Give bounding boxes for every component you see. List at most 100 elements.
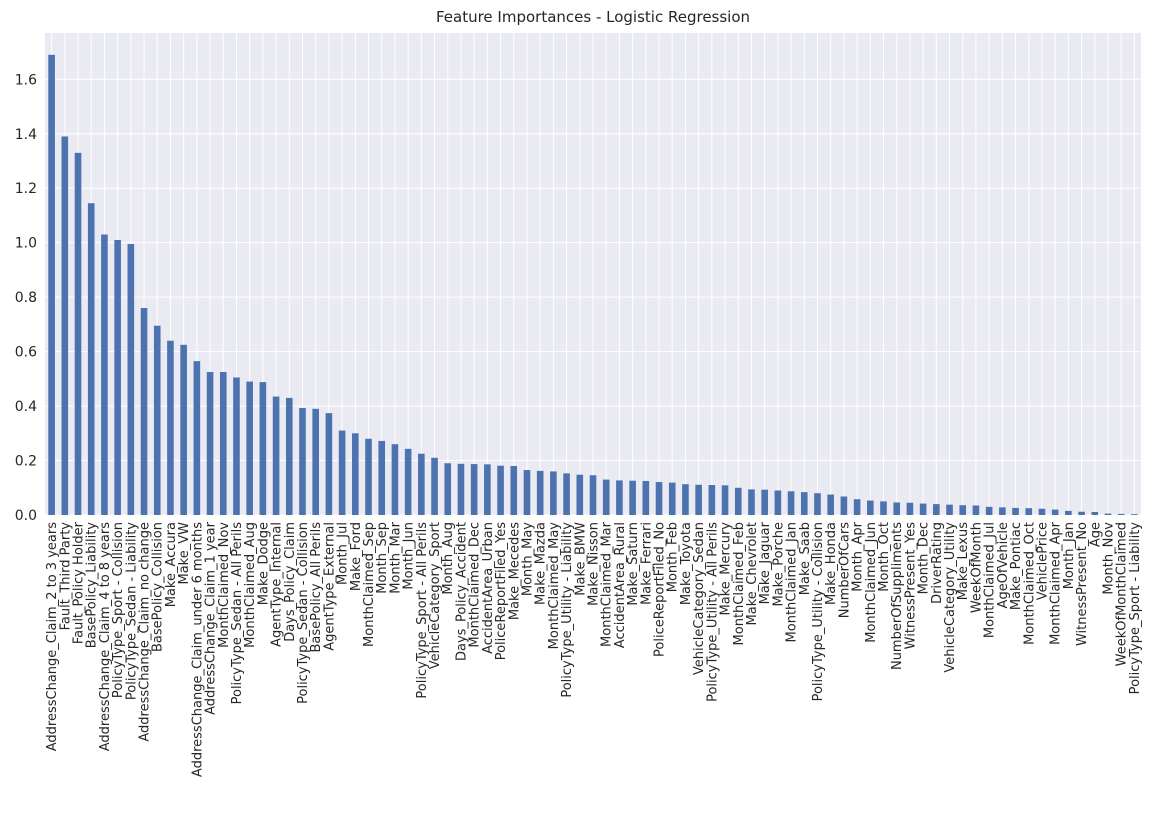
bar bbox=[668, 482, 676, 515]
bar bbox=[404, 448, 412, 515]
x-tick-label: Make_Jaguar bbox=[758, 521, 773, 604]
x-tick-label: PolicyType_Sedan - All Perils bbox=[230, 522, 245, 705]
bar bbox=[259, 382, 267, 515]
bar bbox=[655, 482, 663, 515]
y-tick-label: 0.2 bbox=[15, 454, 37, 470]
x-tick-label: Age bbox=[1088, 522, 1103, 547]
bar bbox=[338, 430, 346, 515]
x-tick-label: PolicyType_Utility - All Perils bbox=[705, 522, 720, 702]
bar bbox=[893, 502, 901, 515]
bar bbox=[959, 505, 967, 515]
bar bbox=[127, 244, 135, 515]
x-tick-label: AccidentArea_Rural bbox=[613, 522, 628, 648]
bar bbox=[233, 377, 240, 515]
bar bbox=[761, 489, 768, 515]
x-tick-label: VehicleCategory_Utility bbox=[943, 522, 958, 673]
bar bbox=[800, 492, 808, 515]
x-tick-label: Month_Dec bbox=[917, 522, 932, 594]
x-tick-label: NumberOfCars bbox=[837, 522, 852, 618]
x-tick-label: AgentType_External bbox=[322, 522, 337, 651]
x-axis: AddressChange_Claim_2 to 3 yearsFault_Th… bbox=[45, 521, 1143, 777]
bar bbox=[1038, 508, 1046, 515]
bar bbox=[61, 136, 69, 515]
bar bbox=[867, 500, 874, 515]
x-tick-label: MonthClaimed_Feb bbox=[732, 522, 747, 645]
bar bbox=[114, 239, 121, 515]
x-tick-label: AddressChange_Claim_1 year bbox=[204, 521, 219, 715]
y-tick-label: 0.4 bbox=[15, 399, 37, 415]
x-tick-label: Make_Honda bbox=[824, 522, 839, 605]
x-tick-label: WeekOfMonth bbox=[969, 522, 984, 613]
x-tick-label: BasePolicy_Liability bbox=[85, 522, 100, 649]
x-tick-label: PolicyType_Sport - Liability bbox=[1128, 522, 1143, 695]
x-tick-label: VehiclePrice bbox=[1035, 522, 1050, 600]
x-tick-label: PolicyType_Sport - Collision bbox=[111, 522, 126, 698]
bar bbox=[906, 502, 914, 515]
x-tick-label: Month_Aug bbox=[441, 522, 456, 595]
y-axis: 0.0 0.2 0.4 0.6 0.8 1.0 1.2 1.4 1.6 bbox=[15, 72, 37, 524]
x-tick-label: Make_Toyota bbox=[679, 522, 694, 605]
bar bbox=[695, 484, 702, 515]
x-tick-label: WitnessPresent_Yes bbox=[903, 522, 918, 650]
x-tick-label: BasePolicy_All Perils bbox=[309, 522, 324, 653]
bar bbox=[933, 504, 940, 515]
bar bbox=[1025, 508, 1033, 515]
bar bbox=[1078, 511, 1085, 515]
x-tick-label: AddressChange_Claim_under 6 months bbox=[190, 522, 205, 777]
bar bbox=[774, 490, 782, 515]
bar bbox=[272, 396, 280, 515]
bar bbox=[972, 505, 980, 515]
bar bbox=[1091, 512, 1099, 515]
bar bbox=[470, 464, 478, 515]
x-tick-label: Make_Saturn bbox=[626, 522, 641, 606]
x-tick-label: PoliceReportFiled_Yes bbox=[494, 522, 509, 661]
x-tick-label: NumberOfSuppliments bbox=[890, 522, 905, 670]
bar bbox=[219, 372, 227, 515]
bar bbox=[206, 372, 214, 515]
x-tick-label: MonthClaimed_Jul bbox=[983, 522, 998, 638]
x-tick-label: AccidentArea_Urban bbox=[481, 522, 496, 654]
bar bbox=[523, 470, 531, 515]
bar bbox=[748, 489, 755, 515]
bar bbox=[589, 475, 597, 515]
x-tick-label: BasePolicy_Collision bbox=[151, 522, 166, 652]
bar bbox=[642, 480, 650, 515]
bar bbox=[814, 493, 821, 515]
x-tick-label: Month_Jul bbox=[336, 522, 351, 585]
bar bbox=[1104, 513, 1112, 515]
bar bbox=[999, 507, 1006, 515]
x-tick-label: Fault_Policy Holder bbox=[72, 521, 87, 644]
bar bbox=[563, 473, 570, 515]
x-tick-label: Days_Policy_Accident bbox=[454, 522, 469, 661]
x-tick-label: Make_Chevrolet bbox=[745, 522, 760, 625]
x-tick-label: MonthClaimed_May bbox=[547, 522, 562, 650]
x-tick-label: PolicyType_Sedan - Collision bbox=[296, 522, 311, 704]
bar bbox=[1065, 510, 1072, 515]
x-tick-label: AddressChange_Claim_2 to 3 years bbox=[45, 522, 60, 751]
x-tick-label: Month_Oct bbox=[877, 522, 892, 592]
bar bbox=[1131, 514, 1138, 515]
y-tick-label: 1.4 bbox=[15, 127, 37, 143]
x-tick-label: MonthClaimed_Aug bbox=[243, 522, 258, 648]
bar bbox=[576, 474, 584, 515]
x-tick-label: PoliceReportFiled_No bbox=[653, 522, 668, 657]
x-tick-label: MonthClaimed_Nov bbox=[217, 522, 232, 648]
x-tick-label: PolicyType_Utility - Collision bbox=[811, 522, 826, 701]
x-tick-label: PolicyType_Sedan - Liability bbox=[124, 522, 139, 700]
bar bbox=[74, 152, 82, 515]
x-tick-label: Make_Ford bbox=[349, 522, 364, 591]
bar bbox=[431, 457, 438, 515]
bar bbox=[985, 506, 993, 515]
x-tick-label: AddressChange_Claim_4 to 8 years bbox=[98, 522, 113, 751]
bar bbox=[299, 407, 306, 515]
y-tick-label: 0.6 bbox=[15, 345, 37, 361]
x-tick-label: Make_Pontiac bbox=[1009, 522, 1024, 610]
bar bbox=[140, 308, 148, 515]
bar bbox=[325, 413, 333, 515]
x-tick-label: Month_Jan bbox=[1062, 522, 1077, 589]
bar bbox=[444, 463, 452, 515]
x-tick-label: Make_Mecedes bbox=[507, 522, 522, 620]
bar bbox=[352, 433, 359, 515]
bar bbox=[919, 503, 927, 515]
